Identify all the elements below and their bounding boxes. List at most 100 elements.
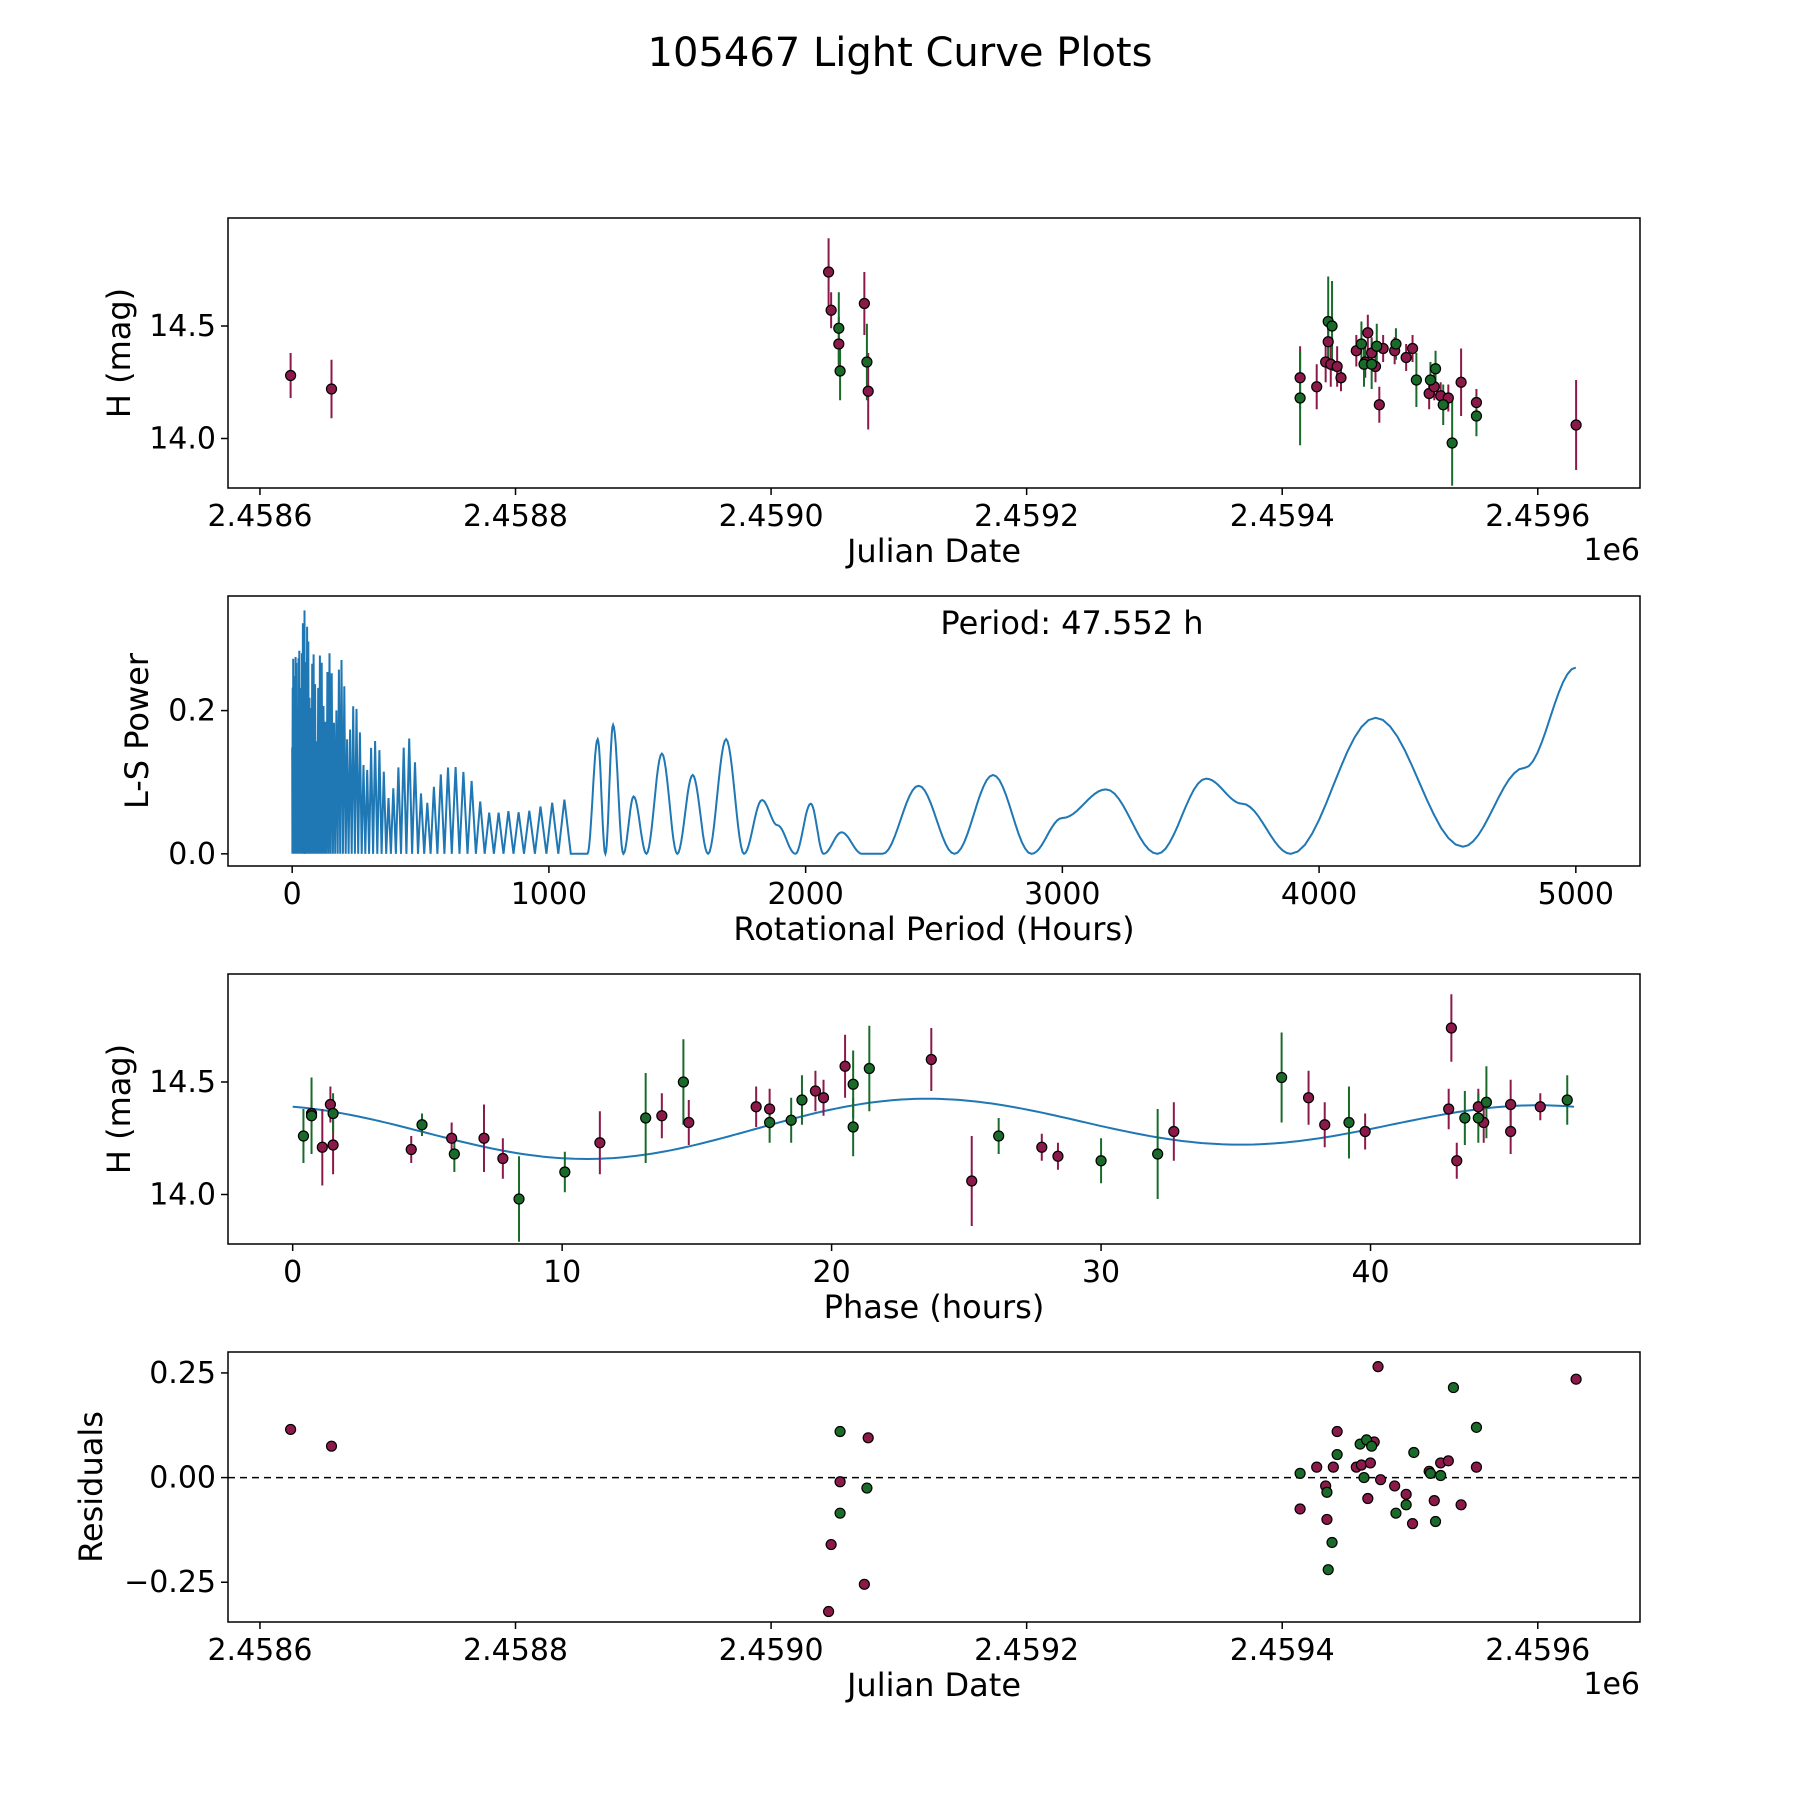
- lightcurve-frame: [227, 217, 1641, 489]
- phased-point: [640, 1112, 652, 1124]
- lightcurve-x-tick-label: 2.4594: [1230, 499, 1335, 534]
- residuals-point: [1408, 1446, 1420, 1459]
- residuals-point: [1400, 1499, 1412, 1511]
- phased-point: [1359, 1125, 1371, 1138]
- lightcurve-point: [1355, 338, 1368, 350]
- periodogram-x-tick-label: 1000: [511, 877, 587, 912]
- phased-x-tick-label: 0: [283, 1255, 302, 1290]
- phased-point: [683, 1116, 695, 1129]
- lightcurve-point: [1406, 342, 1419, 355]
- figure-title: 105467 Light Curve Plots: [648, 30, 1153, 76]
- residuals-point: [834, 1476, 846, 1488]
- residuals-point: [1355, 1459, 1368, 1471]
- lightcurve-point: [1294, 392, 1306, 404]
- residuals-point: [1429, 1515, 1442, 1528]
- lightcurve-point: [1437, 399, 1449, 411]
- lightcurve-point: [1455, 376, 1467, 388]
- phased-point: [1052, 1150, 1064, 1162]
- periodogram-x-label: Rotational Period (Hours): [733, 910, 1134, 948]
- phased-x-tick-label: 40: [1351, 1255, 1389, 1290]
- lightcurve-point: [833, 322, 845, 334]
- residuals-point: [1327, 1461, 1339, 1473]
- residuals-point: [285, 1423, 297, 1436]
- phased-point: [1152, 1148, 1164, 1160]
- residuals-point: [1389, 1480, 1401, 1492]
- residuals-point: [1390, 1507, 1402, 1519]
- lightcurve-point: [1410, 374, 1422, 386]
- phased-point: [1319, 1119, 1331, 1131]
- residuals-point: [822, 1605, 835, 1618]
- lightcurve-point: [285, 369, 297, 382]
- phased-point: [513, 1193, 525, 1205]
- phased-point: [1445, 1022, 1457, 1034]
- lightcurve-plot-area: 2.4586 2.4588 2.4590 2.4592 2.4594 2.4596 14.0…: [149, 238, 1590, 534]
- residuals-point: [1372, 1361, 1384, 1373]
- periodogram-annotation: Period: 47.552 h: [940, 604, 1203, 642]
- residuals-point: [1321, 1486, 1333, 1498]
- periodogram-y-tick-label: 0.2: [168, 694, 216, 729]
- phased-point: [416, 1119, 428, 1131]
- phased-point: [316, 1141, 328, 1153]
- lightcurve-point: [862, 385, 874, 397]
- lightcurve-point: [1570, 419, 1582, 431]
- phased-point: [448, 1148, 460, 1160]
- lightcurve-point: [1366, 358, 1378, 370]
- residuals-point: [858, 1578, 870, 1590]
- residuals-point: [325, 1440, 338, 1452]
- phased-point: [497, 1152, 509, 1165]
- phased-point: [446, 1132, 458, 1144]
- phased-x-tick-label: 30: [1082, 1255, 1120, 1290]
- phased-point: [1534, 1101, 1546, 1113]
- lightcurve-point: [861, 356, 873, 368]
- phased-point: [1505, 1125, 1517, 1138]
- residuals-point: [1570, 1373, 1582, 1385]
- phased-point: [677, 1076, 689, 1088]
- lightcurve-x-tick-label: 2.4596: [1485, 499, 1590, 534]
- lightcurve-point: [1373, 399, 1385, 411]
- residuals-y-tick-label: −0.25: [124, 1565, 216, 1600]
- phased-point: [863, 1062, 875, 1075]
- residuals-point: [1455, 1499, 1467, 1511]
- periodogram-x-tick-label: 5000: [1538, 877, 1614, 912]
- lightcurve-point: [1331, 360, 1343, 373]
- lightcurve-y-tick-label: 14.0: [149, 422, 216, 457]
- phased-y-tick-label: 14.5: [149, 1065, 216, 1100]
- phased-point: [993, 1130, 1005, 1142]
- phased-point: [785, 1114, 797, 1126]
- lightcurve-point: [822, 266, 835, 278]
- residuals-offset-label: 1e6: [1583, 1667, 1640, 1702]
- lightcurve-point: [1371, 340, 1383, 352]
- phased-point: [405, 1143, 417, 1156]
- phased-point: [594, 1137, 606, 1149]
- phased-y-tick-label: 14.0: [149, 1178, 216, 1213]
- lightcurve-offset-label: 1e6: [1583, 533, 1640, 568]
- residuals-point: [1442, 1455, 1454, 1467]
- residuals-point: [1447, 1381, 1460, 1394]
- residuals-x-tick-label: 2.4596: [1485, 1633, 1590, 1668]
- residuals-point: [1470, 1461, 1483, 1473]
- phased-point: [764, 1116, 776, 1129]
- phased-point: [847, 1078, 859, 1090]
- periodogram-x-tick-label: 3000: [1024, 877, 1100, 912]
- residuals-point: [1322, 1564, 1334, 1576]
- residuals-point: [862, 1432, 874, 1444]
- phased-point: [656, 1110, 668, 1122]
- phased-x-label: Phase (hours): [824, 1288, 1045, 1326]
- phased-plot-area: 0 10 20 30 40 14.0 14.5: [149, 994, 1575, 1290]
- phased-point: [1443, 1103, 1455, 1115]
- phased-point: [1505, 1098, 1517, 1111]
- residuals-point: [1331, 1425, 1343, 1438]
- phased-x-tick-label: 20: [813, 1255, 851, 1290]
- residuals-frame: [227, 1351, 1641, 1623]
- lightcurve-point: [1294, 372, 1306, 384]
- residuals-plot-area: 2.4586 2.4588 2.4590 2.4592 2.4594 2.4596 −0.2…: [124, 1356, 1640, 1668]
- phased-y-label: H (mag): [100, 1044, 138, 1174]
- residuals-x-tick-label: 2.4588: [463, 1633, 568, 1668]
- phased-point: [1451, 1155, 1463, 1167]
- residuals-point: [1326, 1536, 1338, 1549]
- periodogram-x-tick-label: 4000: [1281, 877, 1357, 912]
- residuals-point: [1428, 1495, 1440, 1507]
- phased-point: [1168, 1125, 1180, 1138]
- lightcurve-y-tick-label: 14.5: [149, 309, 216, 344]
